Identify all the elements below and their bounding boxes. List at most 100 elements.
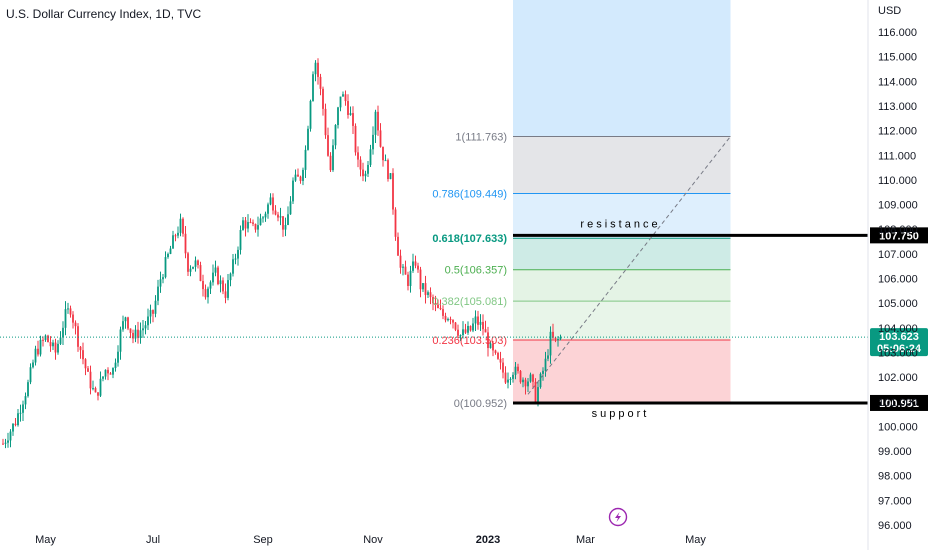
candle-body [202,281,204,290]
candle-body [67,308,69,310]
last-price-tag: 103.623 [879,331,919,343]
candle-body [4,442,7,444]
candle-body [344,94,347,102]
fib-label-1: 1(111.763) [455,131,507,143]
candle-body [522,379,524,383]
y-tick-label: 112.000 [878,126,917,138]
candle-body [502,362,504,373]
candle-body [449,318,452,320]
candle-body [59,337,62,344]
candle-body [284,224,287,230]
candle-body [397,236,399,256]
candle-body [524,379,527,387]
candle-body [334,125,337,146]
y-tick-label: 106.000 [878,274,918,286]
candle-body [144,325,147,329]
candle-body [469,325,472,331]
candle-body [414,261,417,266]
candle-body [309,100,312,129]
currency-label: USD [878,5,901,17]
candle-body [64,309,67,328]
candle-body [507,379,509,383]
fib-zone-1-0.786 [513,136,731,194]
candle-body [224,291,227,298]
candle-body [12,423,14,432]
candle-body [499,358,502,363]
candle-body [474,316,477,324]
y-tick-label: 111.000 [878,150,916,162]
candle-body [157,286,159,301]
fib-zone-0.5-0.382 [513,269,731,302]
overlays: 1(111.763) 0.786(109.449) 0.618(107.633) 0.… [0,131,928,420]
candle-body [269,197,272,205]
candle-body [254,223,257,230]
y-tick-label: 104.000 [878,323,918,335]
candle-body [467,325,469,333]
candle-body [292,180,294,202]
candle-body [74,322,77,327]
y-tick-label: 115.000 [878,52,917,64]
y-tick-label: 105.000 [878,298,918,310]
candle-body [354,125,357,153]
candle-body [222,280,224,292]
candle-body [297,174,299,177]
candle-body [234,258,237,260]
support-tag: 100.951 [879,398,919,410]
candle-body [54,342,57,353]
candle-body [377,111,379,131]
candle-body [439,308,442,310]
lightning-icon[interactable] [608,507,628,527]
candle-body [107,369,109,374]
y-tick-label: 108.000 [878,224,918,236]
candle-body [317,62,319,77]
candle-body [412,261,414,271]
candle-body [294,174,297,181]
candle-body [437,304,439,309]
candle-body [209,282,212,289]
candle-body [87,368,89,372]
candle-body [147,316,149,326]
candle-body [112,368,114,375]
countdown-tag: 05:06:24 [877,343,922,355]
y-tick-label: 110.000 [878,175,917,187]
candle-body [37,348,39,355]
candle-body [432,297,434,304]
candle-body [27,382,29,397]
candle-body [99,378,102,396]
candle-body [39,339,42,355]
candle-body [542,370,544,374]
y-tick-label: 116.000 [878,27,917,39]
candle-body [312,74,314,101]
candle-body [7,440,9,443]
candle-body [327,135,329,156]
candle-body [167,253,169,258]
candle-body [324,108,327,136]
candle-body [174,235,177,237]
candle-body [137,329,139,338]
candle-body [532,374,534,382]
candle-body [372,134,374,150]
candle-body [539,373,542,388]
candle-body [302,169,304,181]
fib-zone-0.786-0.618 [513,193,731,239]
y-tick-label: 101.000 [878,397,918,409]
fib-label-0.786: 0.786(109.449) [432,188,507,200]
candle-body [427,292,429,295]
candle-body [189,268,192,272]
candle-body [442,309,444,316]
candle-body [509,378,512,380]
candle-body [72,314,74,323]
candle-body [457,329,459,336]
candle-body [104,369,107,377]
candle-body [342,94,344,97]
candle-body [32,362,34,368]
candle-body [219,280,222,285]
candle-body [119,329,122,352]
candle-body [389,173,392,180]
candle-body [177,232,179,236]
candle-body [162,277,164,280]
candle-body [19,412,22,414]
candle-body [154,300,157,314]
candle-body [257,225,259,230]
